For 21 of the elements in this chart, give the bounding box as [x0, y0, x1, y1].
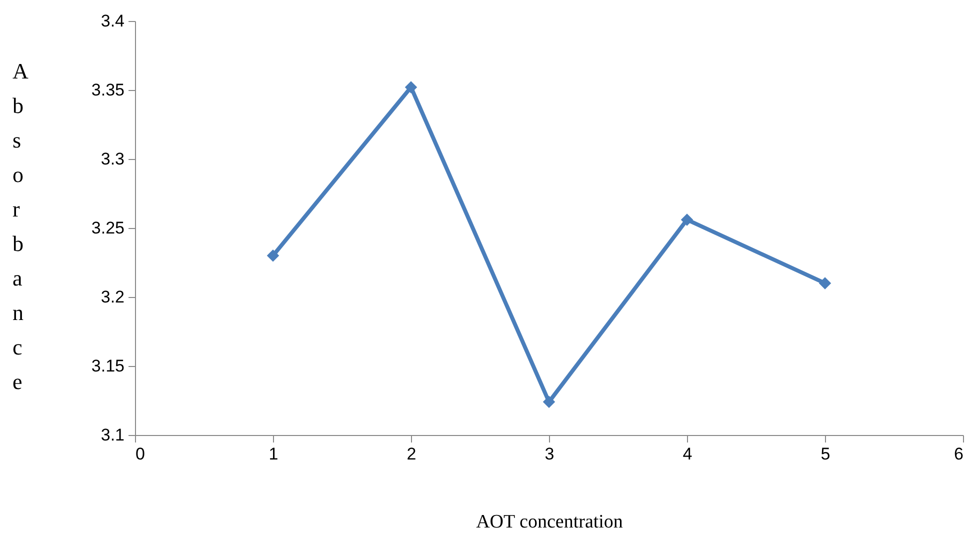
- y-tick-label: 3.4: [100, 12, 124, 30]
- x-tick-label: 4: [682, 444, 692, 464]
- x-tick-label: 6: [954, 444, 964, 464]
- point: [404, 81, 418, 94]
- point: [542, 396, 556, 408]
- y-tick-label: 3.2: [100, 288, 124, 306]
- y-tick-label: 3.1: [100, 426, 124, 444]
- y-tick-label: 3.25: [91, 218, 124, 238]
- text: Absorbance: [12, 58, 28, 394]
- y-tick-label: 3.15: [91, 356, 124, 376]
- y-tick-label: 3.3: [100, 150, 124, 168]
- point: [818, 277, 832, 290]
- point: [680, 214, 694, 226]
- point: [266, 249, 280, 262]
- x-tick-label: 1: [268, 444, 278, 464]
- x-tick-label: 2: [406, 444, 416, 464]
- x-tick-label: 5: [820, 444, 830, 464]
- x-tick-label: 0: [136, 444, 145, 464]
- x-axis-title: AOT concentration: [476, 512, 624, 532]
- y-tick-label: 3.35: [91, 80, 124, 100]
- x-tick-label: 3: [544, 444, 554, 464]
